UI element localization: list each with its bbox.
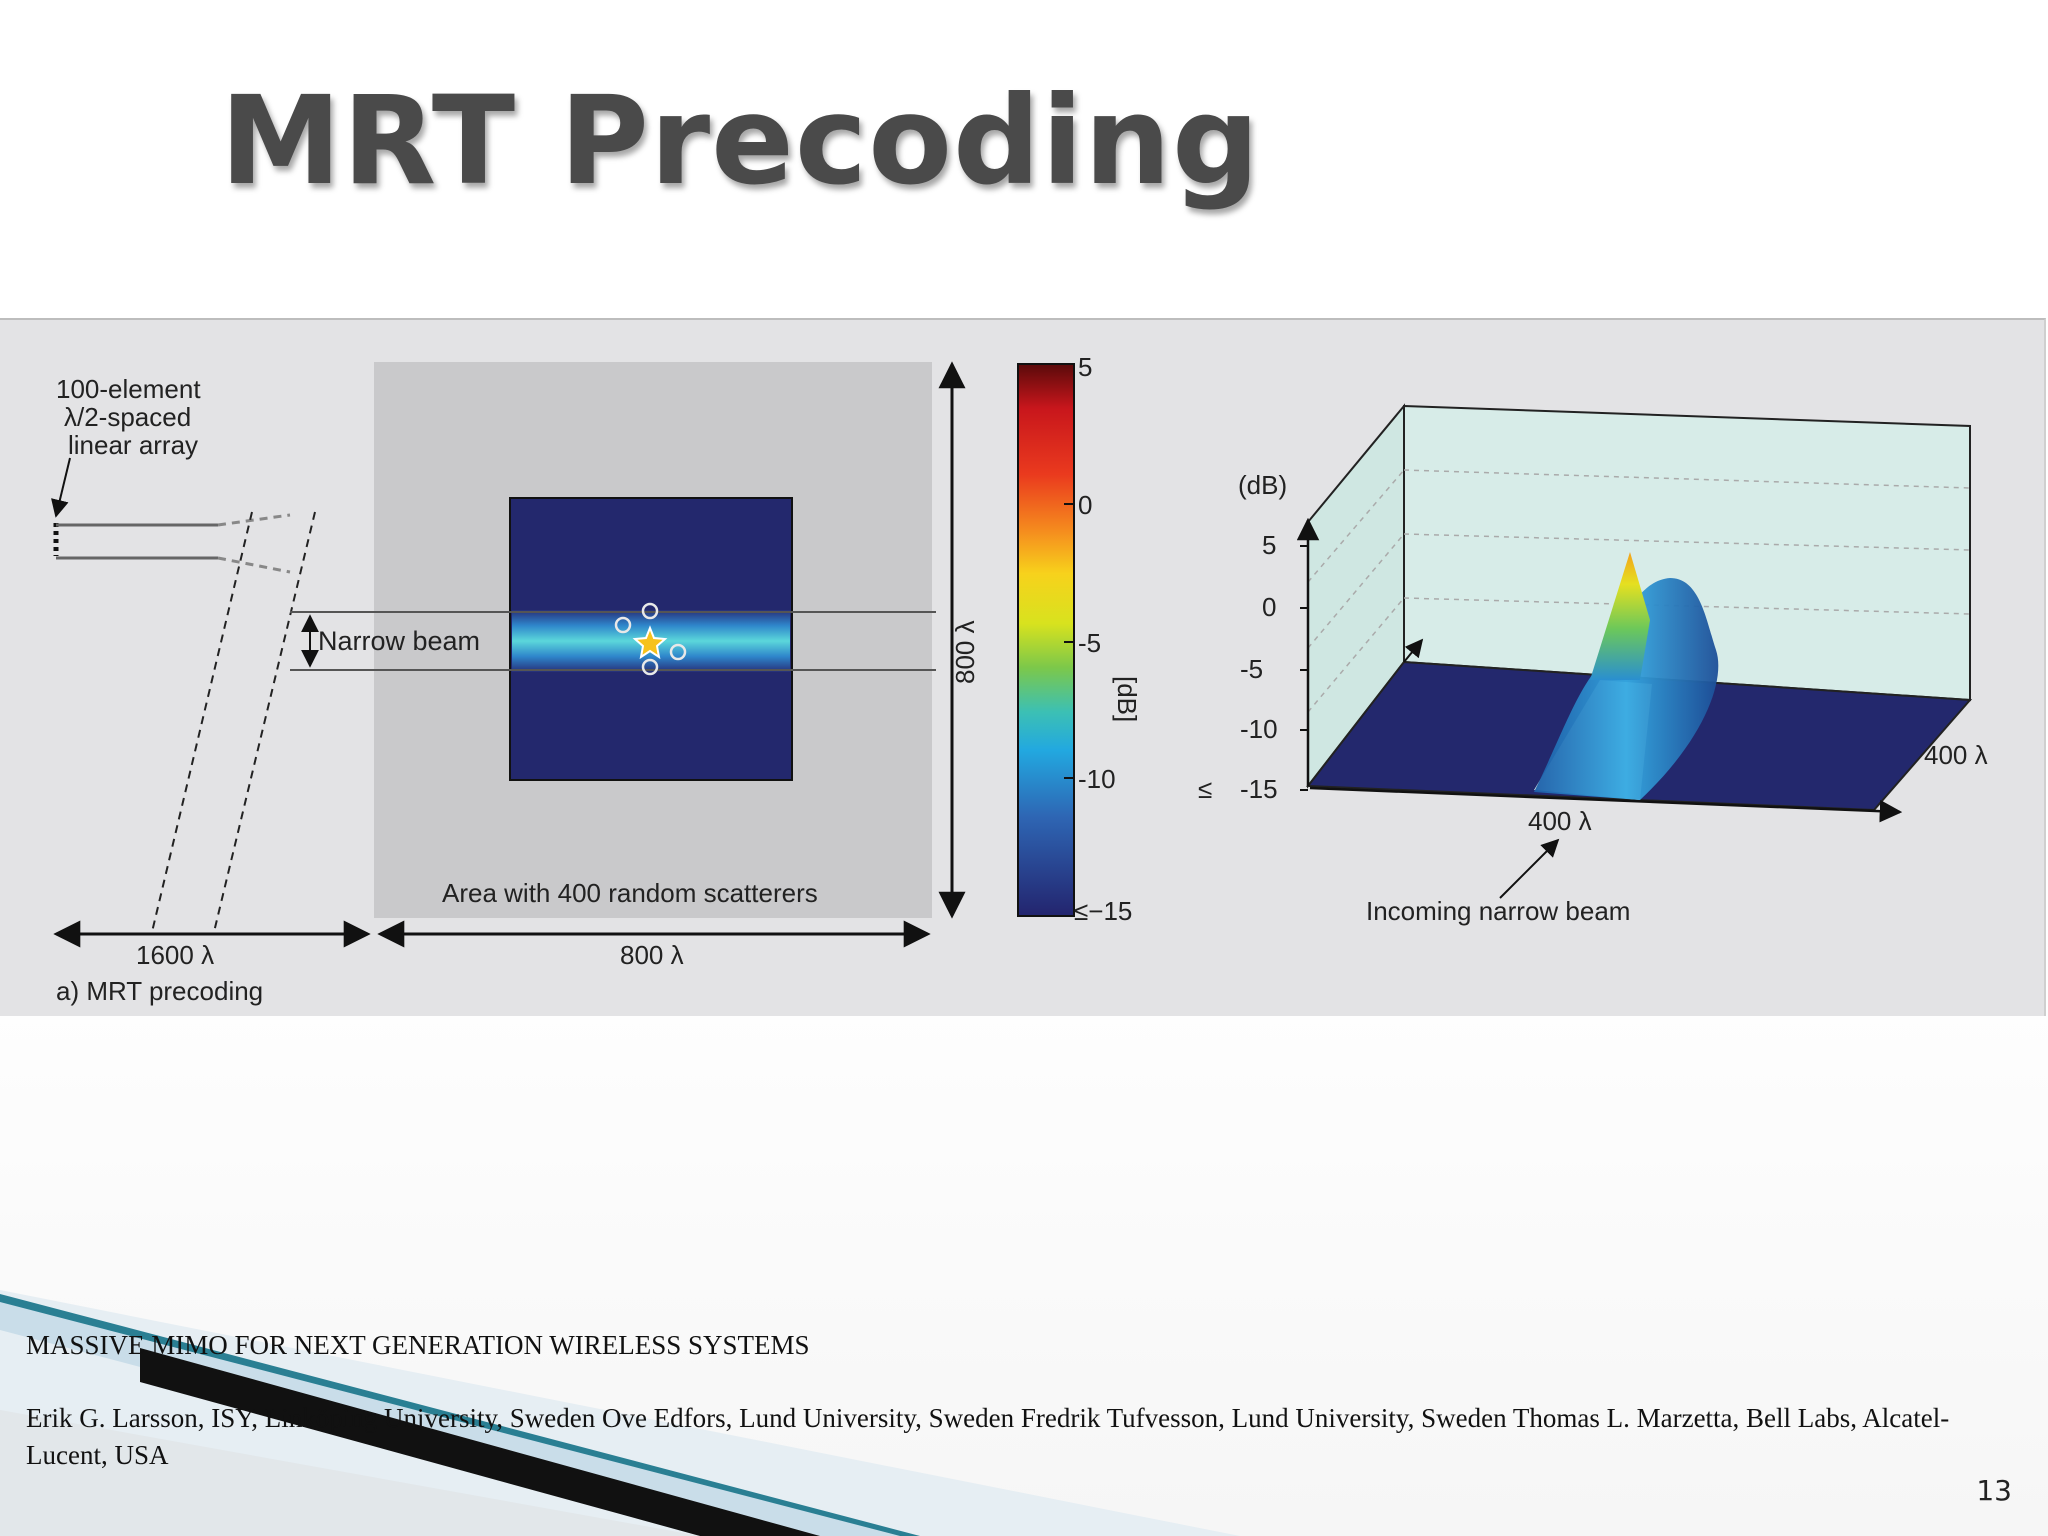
scatterer-marker — [641, 658, 659, 676]
slide-title: MRT Precoding — [220, 70, 1261, 212]
z-unit-label: (dB) — [1238, 470, 1287, 500]
array-region: 100-element λ/2-spaced linear array 1600… — [51, 374, 936, 1006]
plot-ridge — [1534, 578, 1719, 800]
scatterer-marker — [614, 616, 632, 634]
y-axis — [1403, 638, 1424, 663]
scatterer-area: Narrow beam Area with 400 random scatter… — [290, 361, 980, 970]
break-line-2 — [213, 511, 316, 933]
grid-line — [1307, 469, 1405, 583]
z-tick-label: 5 — [1262, 530, 1276, 560]
array-label-line1: 100-element — [56, 374, 201, 404]
figure-canvas: 100-element λ/2-spaced linear array 1600… — [51, 352, 1988, 1006]
slide-decoration — [0, 1290, 1240, 1536]
scatterer-area-label: Area with 400 random scatterers — [442, 878, 818, 908]
grid-line — [1307, 533, 1405, 649]
array-label-line3: linear array — [68, 430, 198, 460]
colorbar: 5 0 -5 -10 ≤−15 [dB] — [1017, 352, 1142, 926]
array-label-line2: λ/2-spaced — [64, 402, 191, 432]
y-axis-label: 400 λ — [1924, 740, 1988, 770]
x-axis — [1309, 786, 1903, 823]
z-tick-label: 0 — [1262, 592, 1276, 622]
colorbar-tick: -10 — [1078, 764, 1116, 794]
mrt-figure: 100-element λ/2-spaced linear array 1600… — [0, 318, 2046, 1016]
grid-line — [1403, 469, 1971, 489]
grid-line — [1307, 597, 1405, 713]
array-pointer-arrow — [51, 457, 71, 518]
z-tick-label: -15 — [1240, 774, 1278, 804]
colorbar-tick: 5 — [1078, 352, 1092, 382]
scatterer-marker — [641, 602, 659, 620]
dim-vertical-label: 800 λ — [950, 620, 980, 684]
dim-bottom-label: 800 λ — [620, 940, 684, 970]
reference-authors: Erik G. Larsson, ISY, Linköping Universi… — [26, 1403, 1950, 1470]
z-tick-label: -10 — [1240, 714, 1278, 744]
annotation-arrow — [1499, 838, 1560, 899]
le-symbol: ≤ — [1198, 774, 1212, 804]
grid-line — [1403, 533, 1971, 551]
colorbar-tick: 0 — [1078, 490, 1092, 520]
z-tick-label: -5 — [1240, 654, 1263, 684]
break-line-1 — [151, 511, 253, 933]
colorbar-tick: -5 — [1078, 628, 1101, 658]
plot-peak — [1590, 552, 1650, 680]
page-number: 13 — [1976, 1474, 2012, 1507]
x-axis-label: 400 λ — [1528, 806, 1592, 836]
narrow-beam-label: Narrow beam — [318, 626, 480, 656]
panel-label: a) MRT precoding — [56, 976, 263, 1006]
colorbar-tick: ≤−15 — [1074, 896, 1132, 926]
incoming-beam-label: Incoming narrow beam — [1366, 896, 1630, 926]
scatterer-marker — [669, 643, 687, 661]
reference-title: MASSIVE MIMO FOR NEXT GENERATION WIRELES… — [26, 1330, 810, 1360]
dim-left-label: 1600 λ — [136, 940, 214, 970]
colorbar-unit-label: [dB] — [1112, 676, 1142, 722]
colorbar-scale — [1017, 363, 1075, 917]
surface-plot-3d: (dB) 5 0 -5 -10 -15 ≤400 λ 400 λ Incoming narrow… — [1198, 403, 1988, 926]
target-star-icon — [632, 625, 668, 660]
